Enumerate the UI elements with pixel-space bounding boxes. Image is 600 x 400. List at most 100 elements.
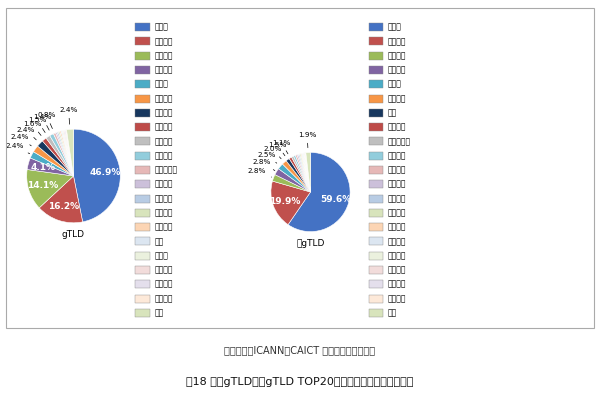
Text: 美橙互联: 美橙互联 bbox=[388, 166, 406, 174]
Wedge shape bbox=[283, 161, 311, 192]
Wedge shape bbox=[288, 152, 350, 232]
Text: 厦门纳网: 厦门纳网 bbox=[155, 208, 173, 217]
Text: 国旭科技: 国旭科技 bbox=[388, 294, 406, 303]
Bar bbox=[369, 66, 383, 74]
Text: 江苏邦宁: 江苏邦宁 bbox=[388, 66, 406, 74]
Bar bbox=[135, 252, 150, 260]
Wedge shape bbox=[299, 154, 311, 192]
Wedge shape bbox=[64, 130, 74, 176]
Text: 中网: 中网 bbox=[155, 237, 164, 246]
Text: 4.1%: 4.1% bbox=[31, 163, 55, 172]
Text: 网聚品牌: 网聚品牌 bbox=[388, 280, 406, 289]
Wedge shape bbox=[57, 132, 74, 176]
Text: 浙江贰贰: 浙江贰贰 bbox=[388, 208, 406, 217]
Bar bbox=[369, 109, 383, 117]
Text: 商中在线: 商中在线 bbox=[155, 108, 173, 117]
Bar bbox=[135, 166, 150, 174]
Text: 2.8%: 2.8% bbox=[252, 160, 275, 170]
Wedge shape bbox=[272, 175, 311, 192]
Bar bbox=[369, 95, 383, 102]
Text: 上海贝锐: 上海贝锐 bbox=[388, 251, 406, 260]
Text: 厦门纳网: 厦门纳网 bbox=[388, 194, 406, 203]
Text: 卓越盛名: 卓越盛名 bbox=[388, 237, 406, 246]
Text: 易名中国: 易名中国 bbox=[388, 151, 406, 160]
Bar bbox=[135, 209, 150, 217]
Text: 2.5%: 2.5% bbox=[257, 152, 277, 163]
Bar bbox=[369, 38, 383, 45]
Wedge shape bbox=[297, 154, 311, 192]
Text: 19.9%: 19.9% bbox=[269, 197, 301, 206]
Wedge shape bbox=[301, 153, 311, 192]
Text: 帝思普: 帝思普 bbox=[155, 80, 169, 89]
Wedge shape bbox=[31, 152, 74, 176]
Wedge shape bbox=[56, 132, 74, 176]
Bar bbox=[135, 95, 150, 102]
Text: 美橙互联: 美橙互联 bbox=[155, 151, 173, 160]
Text: 数据来源：ICANN，CAICT 互联网资源科研平台: 数据来源：ICANN，CAICT 互联网资源科研平台 bbox=[224, 345, 376, 355]
Bar bbox=[135, 309, 150, 317]
Wedge shape bbox=[304, 153, 311, 192]
Bar bbox=[369, 280, 383, 288]
Bar bbox=[135, 66, 150, 74]
Text: 2.4%: 2.4% bbox=[5, 143, 29, 154]
Bar bbox=[369, 209, 383, 217]
Wedge shape bbox=[73, 129, 120, 222]
Wedge shape bbox=[64, 130, 74, 176]
Text: 16.2%: 16.2% bbox=[48, 202, 79, 211]
Text: 1.1%: 1.1% bbox=[272, 140, 290, 154]
Text: 世纪创联: 世纪创联 bbox=[388, 123, 406, 132]
Wedge shape bbox=[43, 138, 74, 176]
Text: 新网互联: 新网互联 bbox=[155, 180, 173, 189]
Bar bbox=[135, 123, 150, 131]
Bar bbox=[369, 166, 383, 174]
Bar bbox=[135, 295, 150, 302]
Text: 金万邦: 金万邦 bbox=[155, 251, 169, 260]
Wedge shape bbox=[67, 129, 74, 176]
Bar bbox=[369, 123, 383, 131]
Wedge shape bbox=[278, 164, 311, 192]
Bar bbox=[369, 80, 383, 88]
Wedge shape bbox=[53, 133, 74, 176]
Text: 西维数码: 西维数码 bbox=[155, 51, 173, 60]
Text: 1.4%: 1.4% bbox=[33, 114, 52, 130]
Wedge shape bbox=[292, 156, 311, 192]
Bar bbox=[135, 109, 150, 117]
Text: 世纪创联: 世纪创联 bbox=[155, 223, 173, 232]
Text: 浙江贰贰: 浙江贰贰 bbox=[155, 137, 173, 146]
Wedge shape bbox=[304, 153, 311, 192]
Bar bbox=[369, 309, 383, 317]
Bar bbox=[135, 52, 150, 60]
Text: 1.5%: 1.5% bbox=[28, 117, 46, 132]
Text: 三五互联: 三五互联 bbox=[155, 123, 173, 132]
Bar bbox=[369, 23, 383, 31]
Text: 四川域趣: 四川域趣 bbox=[155, 194, 173, 203]
Bar bbox=[135, 280, 150, 288]
Text: 西维数码: 西维数码 bbox=[388, 37, 406, 46]
Text: 厦门中资源: 厦门中资源 bbox=[155, 166, 178, 174]
Text: 帝思普: 帝思普 bbox=[388, 80, 401, 89]
Bar bbox=[135, 180, 150, 188]
Wedge shape bbox=[65, 130, 74, 176]
Wedge shape bbox=[46, 136, 74, 176]
Text: 其他: 其他 bbox=[155, 308, 164, 317]
Bar bbox=[135, 152, 150, 160]
Bar bbox=[135, 266, 150, 274]
Text: 华瑞无线: 华瑞无线 bbox=[388, 180, 406, 189]
Bar bbox=[369, 252, 383, 260]
Bar bbox=[135, 23, 150, 31]
Text: 新网数码: 新网数码 bbox=[155, 37, 173, 46]
Wedge shape bbox=[286, 159, 311, 192]
Text: 2.8%: 2.8% bbox=[248, 168, 272, 177]
Bar bbox=[369, 180, 383, 188]
Text: 1.6%: 1.6% bbox=[23, 121, 41, 136]
Wedge shape bbox=[305, 153, 311, 192]
Text: 新网数码: 新网数码 bbox=[388, 51, 406, 60]
Text: 图18 我国gTLD和新gTLD TOP20域名注册服务机构市场份额: 图18 我国gTLD和新gTLD TOP20域名注册服务机构市场份额 bbox=[187, 377, 413, 387]
Bar bbox=[369, 295, 383, 302]
Text: 2.4%: 2.4% bbox=[10, 134, 31, 146]
Text: 新gTLD: 新gTLD bbox=[296, 239, 325, 248]
Bar bbox=[135, 195, 150, 202]
Wedge shape bbox=[27, 170, 74, 208]
Wedge shape bbox=[298, 154, 311, 192]
Wedge shape bbox=[293, 156, 311, 192]
